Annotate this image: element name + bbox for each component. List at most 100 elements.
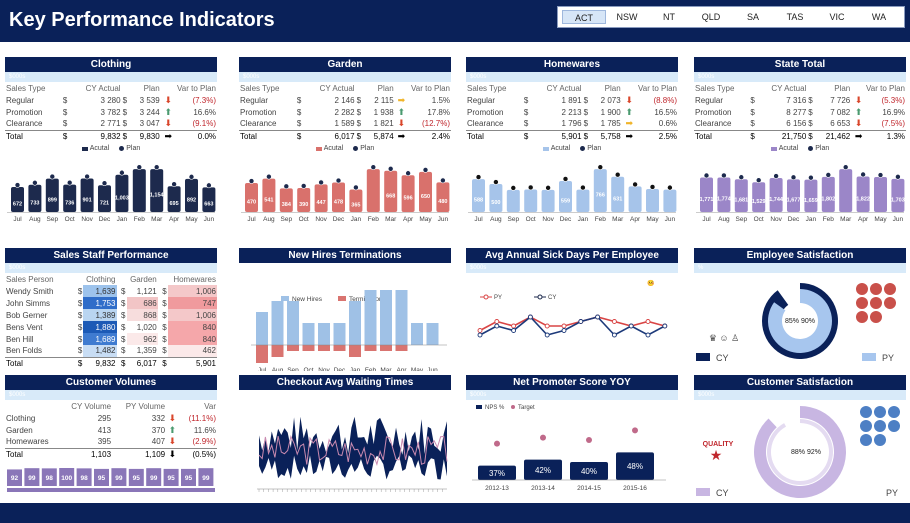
bar-label: 99 [28,475,36,482]
bar-label: 95 [98,475,106,482]
panel-subtitle: $000s [5,72,217,82]
hires-bar [364,290,377,345]
month-label: May [874,216,887,223]
col-header: Sales Type [6,83,46,93]
month-label: Apr [403,216,414,223]
month-label: Jul [258,367,267,371]
sick-days-panel: Avg Annual Sick Days Per Employee $000s … [466,248,678,373]
plan-value: 1 821 [373,119,394,129]
row-label: Clearance [240,119,277,129]
month-label: Mar [385,216,397,223]
currency-symbol: $ [121,298,126,308]
state-tab-nsw[interactable]: NSW [616,12,638,22]
legend-swatch [281,296,289,301]
homewares-value: 1,006 [167,285,217,297]
variance-value: (8.8%) [653,95,677,105]
nps-chart: NPS % Target 37% 2012-13 42% 2013-14 40% 2014-1… [472,405,666,492]
table-row: Clothing 295 332 ⬇ (11.1%) [5,412,217,424]
legend-new-hires: New Hires [292,296,323,303]
homewares-value: 1,006 [167,309,217,321]
bar [202,187,216,212]
table-row: John Simms $1,753 $686 $747 [5,297,217,309]
happy-face-icon [874,406,886,418]
table-header: Sales Type CY Actual Plan Var to Plan [239,82,451,94]
page-title: Key Performance Indicators [9,9,275,31]
col-header: CY Volume [71,401,112,411]
state-tab-nt[interactable]: NT [663,12,675,22]
arrow-up-icon: ⬆ [397,106,406,117]
table-row: Regular $2 146 $2 115 ➡ 1.5% [239,94,451,106]
bar-label: 99 [150,475,158,482]
month-label: Apr [169,216,180,223]
py-volume: 332 [151,413,166,423]
cy-point [527,314,533,320]
bar [185,178,198,212]
kpi-table: Sales Type CY Actual Plan Var to Plan Regula… [694,82,906,142]
row-label: Total [239,129,296,142]
table-row: Total 1,103 1,109 ⬇ (0.5%) [5,447,217,460]
plan-marker [405,170,411,177]
plan-value: 21,462 [815,129,852,142]
month-label: Sep [508,216,520,223]
bar-label: 95 [185,475,193,482]
bar-label: 99 [115,475,123,482]
plan-marker [353,184,359,191]
table-row: Homewares 395 407 ⬇ (2.9%) [5,436,217,448]
currency-symbol: $ [77,334,83,344]
currency-symbol: $ [162,334,167,344]
bar [700,177,713,212]
plan-marker [877,172,884,178]
panel-title: Customer Volumes [5,375,217,390]
actual-value: 1 891 [561,95,582,105]
plan-marker [32,179,38,186]
plan-marker [614,171,621,178]
plan-marker [703,172,710,179]
plan-marker [318,179,324,186]
sad-face-icon [856,311,868,323]
bar [734,179,748,212]
table-row: Clearance $6 156 $6 653 ⬇ (7.5%) [694,118,906,130]
panel-title: Clothing [5,57,217,72]
month-label: Jan [350,367,361,371]
garden-value: 686 [126,297,158,309]
actual-value: 2 282 [334,107,355,117]
termination-bar [287,345,299,351]
cy-point [662,323,668,329]
plan-marker [755,177,762,184]
volume-bar [41,468,57,486]
waiting-times-chart [257,416,448,492]
bar-label: 1,681 [734,198,748,204]
py-point [611,319,617,324]
table-header: CY Volume PY Volume Var [5,400,217,412]
state-tab-vic[interactable]: VIC [829,12,845,22]
bar [45,178,59,212]
actual-value: 21,750 [757,129,808,142]
clothing-total: 9,832 [83,356,117,369]
plan-marker [248,178,255,184]
arrow-right-icon: ➡ [160,129,176,142]
state-tab-qld[interactable]: QLD [701,12,721,22]
bar-label: 559 [561,198,570,204]
sales-staff-table: Sales Person Clothing Garden Homewares Wendy… [5,273,217,369]
col-header: Garden [130,274,157,284]
month-label: May [185,216,198,223]
state-tab-wa[interactable]: WA [871,12,887,22]
state-tab-tas[interactable]: TAS [786,12,804,22]
currency-symbol: $ [749,129,758,142]
sales-person: Ben Hill [6,334,34,344]
bar-label: 1,154 [150,193,165,199]
row-label: Clearance [6,119,43,129]
nps-bar [616,452,654,480]
row-label: Total [5,447,64,460]
nps-bar [524,459,562,480]
cy-point [578,319,584,324]
sad-face-icon [884,297,896,309]
employee-satisfaction-chart: 85% 90% ♛ ☺ ♙ CY PY [696,283,896,363]
bar-label: 95 [133,475,141,482]
plan-value: 2 115 [374,95,394,105]
plan-marker [300,183,307,189]
bar [524,189,538,212]
bar-label: 663 [204,202,213,208]
state-tab-act[interactable]: ACT [562,10,606,24]
state-tab-sa[interactable]: SA [746,12,759,22]
